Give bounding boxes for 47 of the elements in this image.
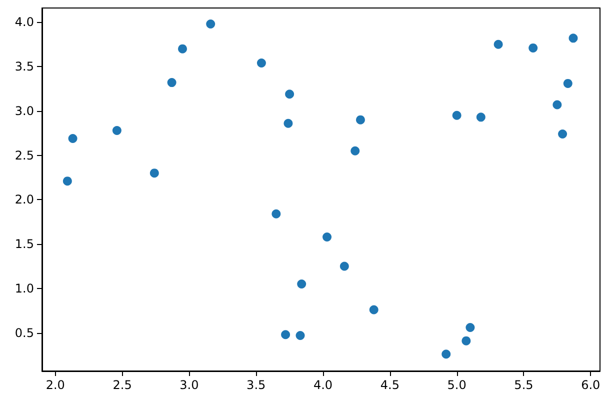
point: [322, 232, 332, 242]
y-tick-label: 2.5: [14, 148, 34, 162]
x-tick-label: 3.5: [246, 378, 266, 392]
point: [452, 110, 462, 120]
point: [494, 40, 503, 49]
y-tick-label: 3.0: [14, 104, 34, 118]
point: [563, 78, 572, 88]
y-tick-label: 0.5: [14, 326, 34, 340]
point: [178, 44, 188, 54]
point: [206, 19, 216, 28]
point: [356, 115, 365, 124]
x-tick-label: 2.5: [112, 378, 132, 392]
point: [476, 112, 486, 122]
point: [340, 262, 349, 271]
point: [150, 168, 159, 178]
point: [552, 100, 562, 110]
point: [528, 43, 538, 52]
point: [350, 146, 360, 156]
point: [284, 118, 293, 128]
y-tick-label: 1.0: [14, 281, 34, 296]
x-tick-label: 6.0: [581, 378, 600, 392]
x-tick-label: 5.0: [447, 378, 466, 392]
point: [285, 90, 294, 99]
point: [558, 130, 568, 139]
x-tick-label: 2.0: [46, 378, 65, 392]
point: [466, 323, 475, 332]
point: [297, 280, 306, 289]
point: [62, 176, 72, 186]
point: [462, 336, 471, 346]
x-tick-label: 4.5: [380, 378, 400, 392]
point: [296, 331, 305, 340]
point: [568, 34, 578, 43]
point: [369, 305, 378, 314]
x-tick-label: 5.5: [514, 378, 534, 392]
x-tick-label: 3.0: [180, 378, 199, 392]
point: [112, 126, 122, 135]
point: [442, 350, 451, 359]
y-tick-label: 1.5: [14, 237, 34, 252]
point: [256, 58, 266, 68]
point: [272, 209, 281, 218]
y-tick-label: 4.0: [14, 15, 34, 30]
y-tick-label: 2.0: [14, 192, 34, 207]
y-tick-label: 3.5: [14, 60, 34, 74]
x-tick-label: 4.0: [313, 378, 333, 392]
point: [281, 330, 290, 340]
point: [68, 134, 78, 143]
point: [167, 78, 176, 88]
